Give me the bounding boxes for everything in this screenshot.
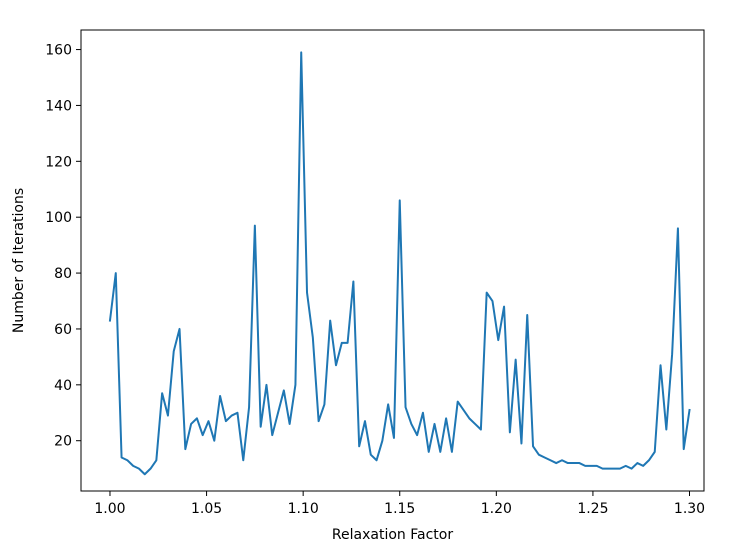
x-axis-label: Relaxation Factor xyxy=(332,527,453,543)
x-tick-label: 1.15 xyxy=(384,501,415,517)
x-tick-label: 1.30 xyxy=(674,501,705,517)
x-tick-label: 1.00 xyxy=(94,501,125,517)
y-tick-label: 80 xyxy=(54,266,72,282)
y-tick-label: 100 xyxy=(45,210,72,226)
y-tick-label: 60 xyxy=(54,322,72,338)
series-line xyxy=(108,51,691,476)
y-tick-label: 160 xyxy=(45,43,72,59)
x-axis-ticks: 1.00 1.05 1.10 1.15 1.20 1.25 1.30 xyxy=(94,491,705,517)
x-tick-label: 1.10 xyxy=(288,501,319,517)
y-tick-label: 120 xyxy=(45,154,72,170)
x-tick-label: 1.20 xyxy=(481,501,512,517)
x-tick-label: 1.25 xyxy=(577,501,608,517)
y-axis-label: Number of Iterations xyxy=(11,188,27,333)
x-tick-label: 1.05 xyxy=(191,501,222,517)
axes-frame xyxy=(80,29,705,492)
y-tick-label: 40 xyxy=(54,378,72,394)
y-tick-label: 140 xyxy=(45,98,72,114)
plot-area xyxy=(108,51,691,476)
y-axis-ticks: 20 40 60 80 100 120 140 160 xyxy=(45,43,81,450)
y-tick-label: 20 xyxy=(54,434,72,450)
